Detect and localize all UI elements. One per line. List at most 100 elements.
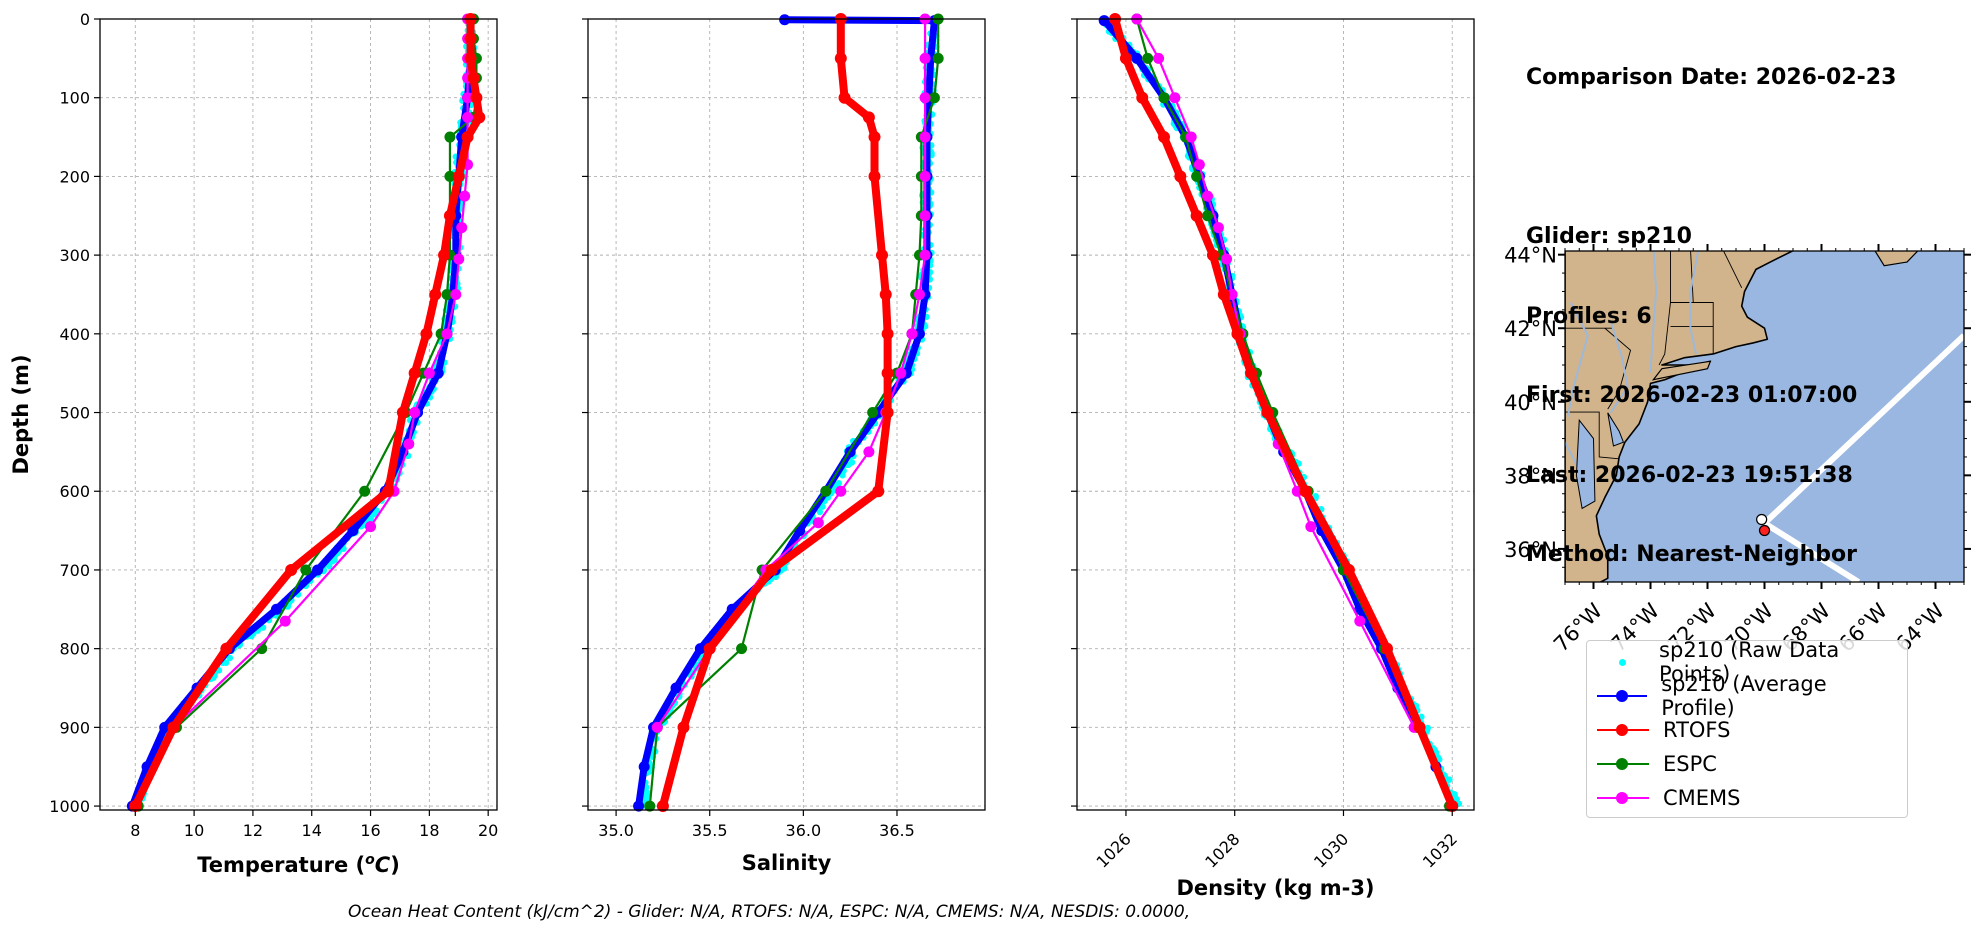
density-panel: 1026 1028 1030 1032 Density (kg m-3) (1071, 13, 1475, 900)
temperature-xtick-label: 20 (478, 821, 498, 840)
temperature-series-point (167, 721, 180, 734)
salinity-raw-point (819, 503, 826, 510)
comparison-date: Comparison Date: 2026-02-23 (1526, 65, 1897, 90)
salinity-series-point (876, 249, 889, 262)
density-raw-point (1312, 493, 1319, 500)
method: Method: Nearest-Neighbor (1526, 542, 1857, 567)
temperature-ytick-label: 200 (59, 167, 90, 186)
temperature-xtick-label: 12 (243, 821, 263, 840)
salinity-series-point (863, 446, 875, 458)
salinity-axes-frame (587, 18, 986, 811)
map-border (1565, 411, 1620, 460)
salinity-xtick-label: 36.5 (879, 821, 915, 840)
density-series-point (1202, 210, 1214, 222)
temperature-xtick-label: 8 (130, 821, 140, 840)
salinity-series-point (656, 800, 669, 813)
temperature-panel: 8 10 12 14 16 18 20010020030040050060070080090… (9, 10, 498, 877)
map-lat-label: 38°N (1504, 464, 1557, 488)
temperature-series-rtofs (129, 13, 486, 813)
map-layers (1565, 251, 1964, 582)
map-chesapeake (1575, 418, 1596, 510)
density-series-point (1191, 170, 1203, 182)
info-spacer (1526, 145, 1896, 172)
density-series-point (1221, 253, 1233, 265)
density-xtick-label: 1032 (1419, 829, 1461, 871)
density-series-point (1202, 190, 1214, 202)
density-series-point (1212, 222, 1224, 234)
legend-item-average: sp210 (Average Profile) (1595, 672, 1899, 720)
temperature-series-point (403, 438, 415, 450)
salinity-series-point (694, 643, 706, 655)
temperature-ytick-label: 100 (59, 89, 90, 108)
temperature-series-point (473, 111, 486, 124)
density-series-point (1193, 159, 1205, 171)
salinity-series-point (736, 643, 748, 655)
density-series-point (1131, 52, 1143, 64)
temperature-ytick-label: 600 (59, 482, 90, 501)
temperature-series-point (462, 111, 474, 123)
temperature-series-point (452, 170, 465, 183)
temperature-series-point (365, 521, 377, 533)
temperature-series-point (464, 32, 477, 45)
salinity-series-point (868, 131, 881, 144)
salinity-series-cmems (651, 13, 931, 733)
map-river (1609, 320, 1629, 414)
temperature-series-point (359, 485, 371, 497)
temperature-raw-point (367, 515, 374, 523)
map-model-marker (1758, 524, 1771, 537)
density-xtick-label: 1030 (1310, 829, 1352, 871)
temperature-series-point (459, 190, 471, 202)
temperature-ytick-label: 800 (59, 640, 90, 659)
temperature-series-point (470, 91, 483, 104)
salinity-series-point (638, 761, 650, 773)
salinity-series-point (779, 14, 791, 26)
info-panel: Comparison Date: 2026-02-23 Glider: sp21… (1526, 12, 1896, 595)
legend-item-raw: sp210 (Raw Data Points) (1595, 638, 1899, 686)
density-series-point (1185, 131, 1197, 143)
density-series-point (1190, 209, 1203, 222)
temperature-series-point (444, 131, 456, 143)
temperature-series-point (429, 288, 442, 301)
salinity-series-point (812, 517, 824, 529)
density-series-point (1153, 52, 1165, 64)
legend-item-espc: ESPC (1595, 747, 1899, 781)
map-nova-scotia (1874, 251, 1919, 267)
temperature-series-point (464, 52, 477, 65)
salinity-raw-point (816, 508, 824, 516)
temperature-xtick-label: 16 (360, 821, 380, 840)
salinity-xtick-label: 36.0 (786, 821, 822, 840)
salinity-series-point (919, 52, 931, 64)
salinity-series-point (820, 485, 832, 497)
density-series-point (1217, 288, 1230, 301)
temperature-ylabel: Depth (m) (9, 354, 33, 474)
legend-symbol-rtofs (1595, 720, 1651, 740)
density-series-rtofs (1109, 13, 1459, 813)
temperature-series-point (453, 253, 465, 265)
salinity-series-point (838, 91, 851, 104)
temperature-ytick-label: 0 (80, 10, 90, 29)
salinity-series-point (834, 52, 847, 65)
temperature-xtick-label: 18 (419, 821, 439, 840)
map-border (1690, 251, 1694, 303)
temperature-ytick-label: 900 (59, 718, 90, 737)
salinity-series-point (919, 92, 931, 104)
salinity-raw-point (848, 459, 856, 466)
salinity-series-point (765, 563, 778, 576)
density-xtick-label: 1028 (1201, 829, 1243, 871)
legend-label-rtofs: RTOFS (1663, 718, 1731, 742)
temperature-xtick-label: 10 (184, 821, 204, 840)
map-river (1689, 251, 1700, 355)
density-series-point (1245, 367, 1258, 380)
temperature-series-point (129, 800, 142, 813)
salinity-series-line (648, 19, 940, 807)
temperature-ytick-label: 500 (59, 404, 90, 423)
temperature-ytick-label: 700 (59, 561, 90, 580)
map-border (1723, 251, 1743, 288)
density-series-point (1098, 15, 1110, 27)
legend-label-espc: ESPC (1663, 752, 1717, 776)
density-series-point (1342, 563, 1355, 576)
density-series-point (1354, 615, 1366, 627)
temperature-series-point (300, 564, 312, 576)
temperature-raw-point (326, 562, 333, 570)
salinity-series-point (919, 249, 931, 261)
